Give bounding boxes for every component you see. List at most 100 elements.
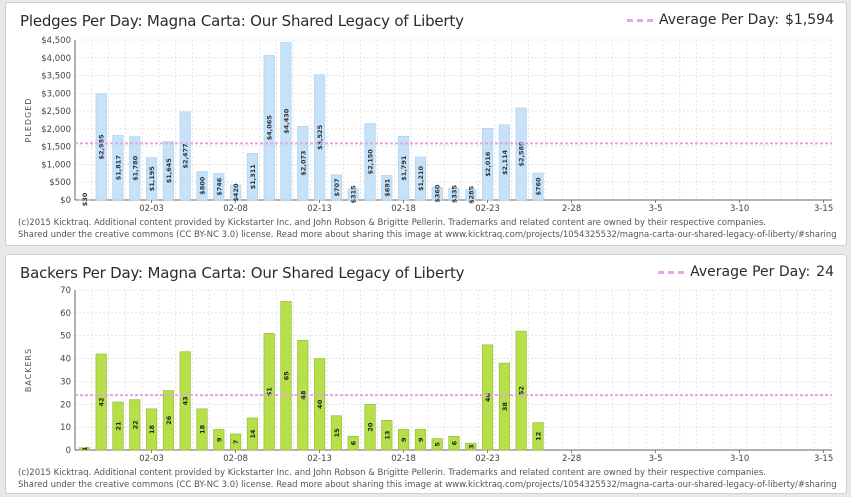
bar-value-label: $1,311 bbox=[249, 164, 257, 190]
bar bbox=[95, 353, 107, 451]
bar bbox=[498, 124, 510, 201]
pledges-chart-title: Pledges Per Day: Magna Carta: Our Shared… bbox=[20, 12, 464, 30]
bar bbox=[498, 362, 510, 451]
bar-value-label: $2,985 bbox=[98, 134, 106, 160]
bar bbox=[196, 408, 208, 451]
y-tick-label: $1,000 bbox=[41, 160, 71, 170]
bar-value-label: $335 bbox=[451, 185, 459, 204]
bar bbox=[129, 136, 141, 201]
bar-value-label: $1,817 bbox=[115, 155, 123, 180]
y-tick-label: $4,000 bbox=[41, 54, 71, 64]
x-tick-label: 02-23 bbox=[475, 454, 500, 464]
backers-average-value: 24 bbox=[816, 264, 834, 280]
bar-value-label: $746 bbox=[215, 177, 223, 196]
y-tick-label: 10 bbox=[60, 423, 71, 433]
bar bbox=[465, 189, 477, 201]
bar bbox=[431, 438, 443, 451]
bar bbox=[246, 153, 258, 201]
y-tick-label: 70 bbox=[60, 286, 71, 296]
bar bbox=[414, 156, 426, 201]
x-tick-label: 02-03 bbox=[139, 204, 164, 214]
bar-value-label: 9 bbox=[215, 437, 223, 442]
backers-footer: (c)2015 Kicktraq. Additional content pro… bbox=[18, 467, 837, 491]
backers-chart-title: Backers Per Day: Magna Carta: Our Shared… bbox=[20, 264, 465, 282]
bar bbox=[179, 111, 191, 201]
bar bbox=[532, 172, 544, 201]
y-tick-label: $2,500 bbox=[41, 107, 71, 117]
bar bbox=[414, 429, 426, 451]
bar bbox=[263, 333, 275, 451]
y-tick-label: 30 bbox=[60, 377, 71, 387]
bar-value-label: $1,210 bbox=[417, 165, 425, 191]
y-tick-label: $3,500 bbox=[41, 72, 71, 82]
bar-value-label: 21 bbox=[115, 421, 123, 431]
y-tick-label: $3,000 bbox=[41, 89, 71, 99]
x-tick-label: 3-10 bbox=[730, 204, 749, 214]
y-tick-label: $0 bbox=[60, 196, 71, 206]
bar bbox=[330, 174, 342, 201]
bar bbox=[213, 173, 225, 201]
bar-value-label: 6 bbox=[451, 440, 459, 445]
bar-value-label: 51 bbox=[266, 387, 274, 397]
backers-footer-license: Shared under the creative commons (CC BY… bbox=[18, 480, 837, 490]
bar bbox=[129, 399, 141, 451]
bar bbox=[448, 435, 460, 451]
bar-value-label: 18 bbox=[199, 424, 207, 434]
pledges-footer-license: Shared under the creative commons (CC BY… bbox=[18, 230, 837, 240]
x-tick-label: 02-13 bbox=[307, 454, 332, 464]
bar-value-label: 43 bbox=[182, 396, 190, 405]
bar bbox=[280, 42, 292, 201]
x-tick-label: 3-15 bbox=[814, 454, 833, 464]
bar-value-label: $4,065 bbox=[266, 115, 274, 141]
pledges-average-label: Average Per Day: bbox=[658, 12, 779, 28]
bar-value-label: $691 bbox=[383, 178, 391, 197]
bar bbox=[112, 135, 124, 201]
bar bbox=[364, 123, 376, 201]
pledges-chart-panel: Pledges Per Day: Magna Carta: Our Shared… bbox=[5, 2, 847, 246]
bar bbox=[280, 301, 292, 451]
bar bbox=[330, 415, 342, 451]
bar-value-label: $760 bbox=[535, 177, 543, 196]
bar-value-label: $707 bbox=[333, 178, 341, 196]
y-axis-title: BACKERS bbox=[24, 348, 33, 392]
bar-value-label: 15 bbox=[333, 428, 341, 438]
bar-value-label: 26 bbox=[165, 415, 173, 425]
bar-value-label: 18 bbox=[148, 424, 156, 434]
bar-value-label: $2,016 bbox=[484, 151, 492, 177]
bar bbox=[95, 93, 107, 201]
x-tick-label: 02-18 bbox=[391, 454, 416, 464]
bar bbox=[381, 175, 393, 201]
bar-value-label: $2,073 bbox=[299, 151, 307, 176]
bar bbox=[347, 435, 359, 451]
bar-value-label: $360 bbox=[434, 184, 442, 203]
bar bbox=[465, 442, 477, 451]
bar-value-label: 5 bbox=[434, 442, 442, 447]
backers-footer-copyright: (c)2015 Kicktraq. Additional content pro… bbox=[18, 468, 766, 478]
bar-value-label: $1,780 bbox=[131, 155, 139, 181]
bar bbox=[364, 403, 376, 451]
average-line-swatch bbox=[658, 270, 685, 274]
backers-chart-panel: Backers Per Day: Magna Carta: Our Shared… bbox=[5, 254, 847, 494]
y-axis-title: PLEDGED bbox=[24, 98, 33, 143]
bar bbox=[515, 107, 527, 201]
bar-value-label: $285 bbox=[467, 185, 475, 204]
bar-value-label: $420 bbox=[232, 183, 240, 202]
bar bbox=[213, 429, 225, 451]
bar-value-label: $3,525 bbox=[316, 124, 324, 150]
bar bbox=[515, 330, 527, 451]
y-tick-label: 40 bbox=[60, 355, 71, 365]
bar bbox=[78, 447, 90, 451]
bar-value-label: 65 bbox=[283, 371, 291, 381]
bar bbox=[448, 187, 460, 201]
bar bbox=[347, 188, 359, 201]
bar-value-label: 1 bbox=[81, 446, 89, 451]
y-tick-label: $4,500 bbox=[41, 36, 71, 46]
bar-value-label: $2,150 bbox=[367, 149, 375, 175]
bar-value-label: 6 bbox=[350, 440, 358, 445]
bar bbox=[78, 198, 90, 201]
x-tick-label: 3-15 bbox=[814, 204, 833, 214]
x-tick-label: 02-08 bbox=[223, 204, 248, 214]
bar bbox=[381, 419, 393, 451]
bar-value-label: 22 bbox=[131, 420, 139, 429]
pledges-footer: (c)2015 Kicktraq. Additional content pro… bbox=[18, 217, 837, 241]
